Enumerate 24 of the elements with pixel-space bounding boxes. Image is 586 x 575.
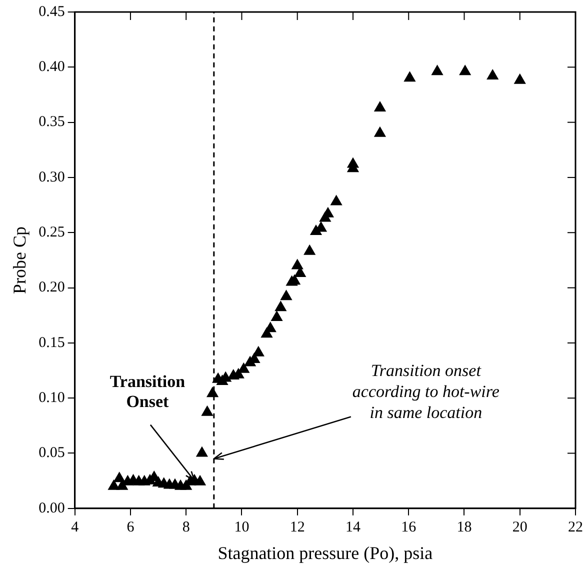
y-tick-label: 0.25	[38, 224, 65, 241]
x-tick-label: 8	[182, 519, 190, 536]
x-tick-label: 4	[71, 519, 80, 536]
x-axis-title: Stagnation pressure (Po), psia	[218, 542, 433, 563]
y-tick-label: 0.00	[38, 500, 65, 516]
x-tick-label: 6	[126, 519, 135, 536]
y-tick-label: 0.05	[38, 445, 65, 462]
x-tick-label: 12	[290, 519, 305, 536]
y-axis-title: Probe Cp	[10, 226, 30, 294]
annotation: Transition onset according to hot-wire in same location	[352, 361, 500, 422]
x-tick-label: 14	[345, 519, 361, 536]
annotation: Transition Onset	[110, 372, 186, 412]
y-tick-label: 0.15	[38, 334, 65, 351]
y-tick-label: 0.45	[38, 4, 65, 20]
x-tick-label: 10	[234, 519, 250, 536]
x-tick-label: 20	[512, 519, 528, 536]
x-tick-label: 16	[401, 519, 417, 536]
x-tick-label: 18	[456, 519, 472, 536]
y-tick-label: 0.40	[38, 59, 65, 76]
y-tick-label: 0.20	[38, 280, 65, 296]
y-tick-label: 0.30	[38, 169, 65, 186]
y-tick-label: 0.10	[38, 390, 65, 406]
y-tick-label: 0.35	[38, 114, 65, 130]
x-tick-label: 22	[568, 519, 583, 536]
